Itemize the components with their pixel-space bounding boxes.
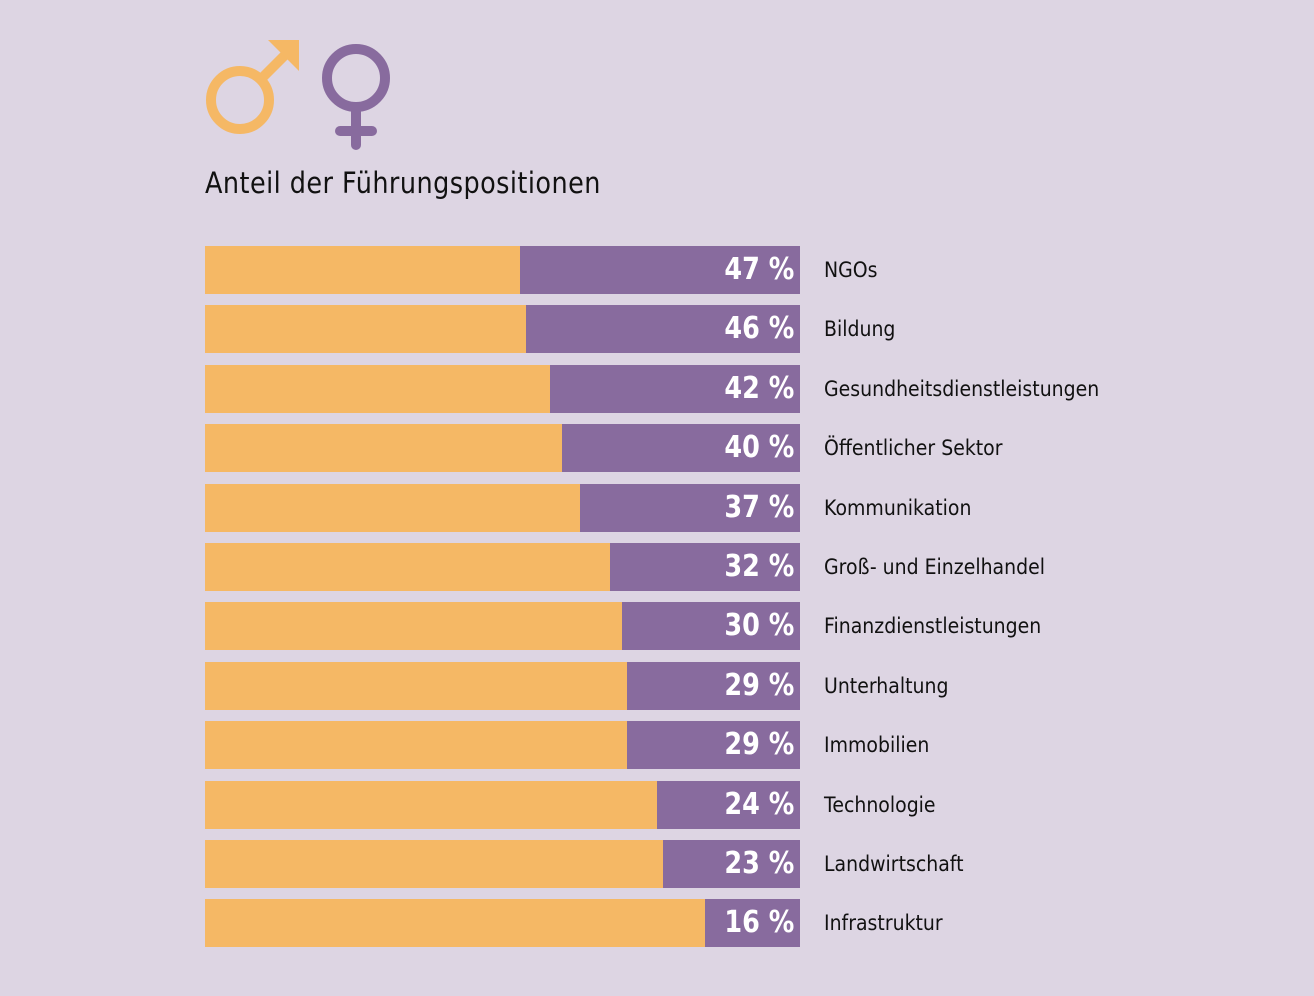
bar-row: 37 % — [205, 483, 800, 532]
category-label: Finanzdienstleistungen — [824, 614, 1042, 639]
bar-female — [704, 899, 800, 948]
bar-row: 16 % — [205, 899, 800, 948]
data-label: 32 % — [724, 549, 794, 584]
bar-male — [205, 305, 527, 354]
category-label: Gesundheitsdienstleistungen — [824, 376, 1100, 401]
category-label: Landwirtschaft — [824, 852, 964, 876]
bar-male — [205, 780, 658, 829]
data-label: 16 % — [724, 905, 794, 941]
data-label: 47 % — [724, 252, 794, 287]
bar-female — [550, 364, 800, 413]
category-label: Technologie — [824, 792, 936, 817]
bar-row: 42 % — [205, 364, 800, 413]
data-label: 46 % — [724, 311, 794, 347]
bar-male — [205, 483, 580, 532]
bar-row: 40 % — [205, 424, 800, 473]
data-label: 42 % — [724, 370, 794, 406]
data-label: 37 % — [724, 489, 794, 525]
bar-row: 46 % — [205, 305, 800, 354]
data-label: 40 % — [724, 430, 794, 466]
bar-row: 24 % — [205, 780, 800, 829]
bar-female — [657, 780, 800, 829]
bar-male — [205, 840, 664, 888]
bar-female — [526, 305, 800, 354]
bar-female — [627, 661, 800, 710]
bar-female — [627, 721, 800, 770]
gender-icons — [206, 40, 390, 150]
bar-male — [205, 721, 628, 770]
bar-female — [663, 840, 800, 888]
bar-male — [205, 364, 551, 413]
category-label: Öffentlicher Sektor — [824, 436, 1003, 461]
bar-male — [205, 661, 628, 710]
chart-title: Anteil der Führungspositionen — [205, 166, 601, 200]
bar-row: 23 % — [205, 840, 800, 888]
bar-row: 29 % — [205, 721, 800, 770]
data-label: 30 % — [724, 608, 794, 644]
bar-female — [609, 543, 800, 591]
bar-row: 30 % — [205, 602, 800, 651]
category-label: NGOs — [824, 258, 878, 282]
category-label: Unterhaltung — [824, 673, 949, 698]
bar-female — [579, 483, 800, 532]
category-label: Bildung — [824, 317, 896, 342]
female-symbol-icon — [322, 44, 390, 150]
category-label: Infrastruktur — [824, 911, 943, 936]
bar-female — [621, 602, 800, 651]
data-label: 23 % — [724, 846, 794, 881]
bar-female — [520, 246, 800, 294]
male-symbol-icon — [206, 40, 299, 134]
bar-male — [205, 424, 562, 473]
category-label: Groß- und Einzelhandel — [824, 555, 1046, 579]
bar-male — [205, 899, 705, 948]
bar-row: 47 % — [205, 246, 800, 294]
bar-male — [205, 602, 622, 651]
bar-male — [205, 543, 610, 591]
category-label: Immobilien — [824, 733, 930, 758]
data-label: 29 % — [724, 727, 794, 763]
data-label: 24 % — [724, 786, 794, 822]
bar-row: 29 % — [205, 661, 800, 710]
bar-female — [562, 424, 800, 473]
bar-male — [205, 246, 521, 294]
data-label: 29 % — [724, 667, 794, 703]
category-label: Kommunikation — [824, 495, 972, 520]
bar-row: 32 % — [205, 543, 800, 591]
